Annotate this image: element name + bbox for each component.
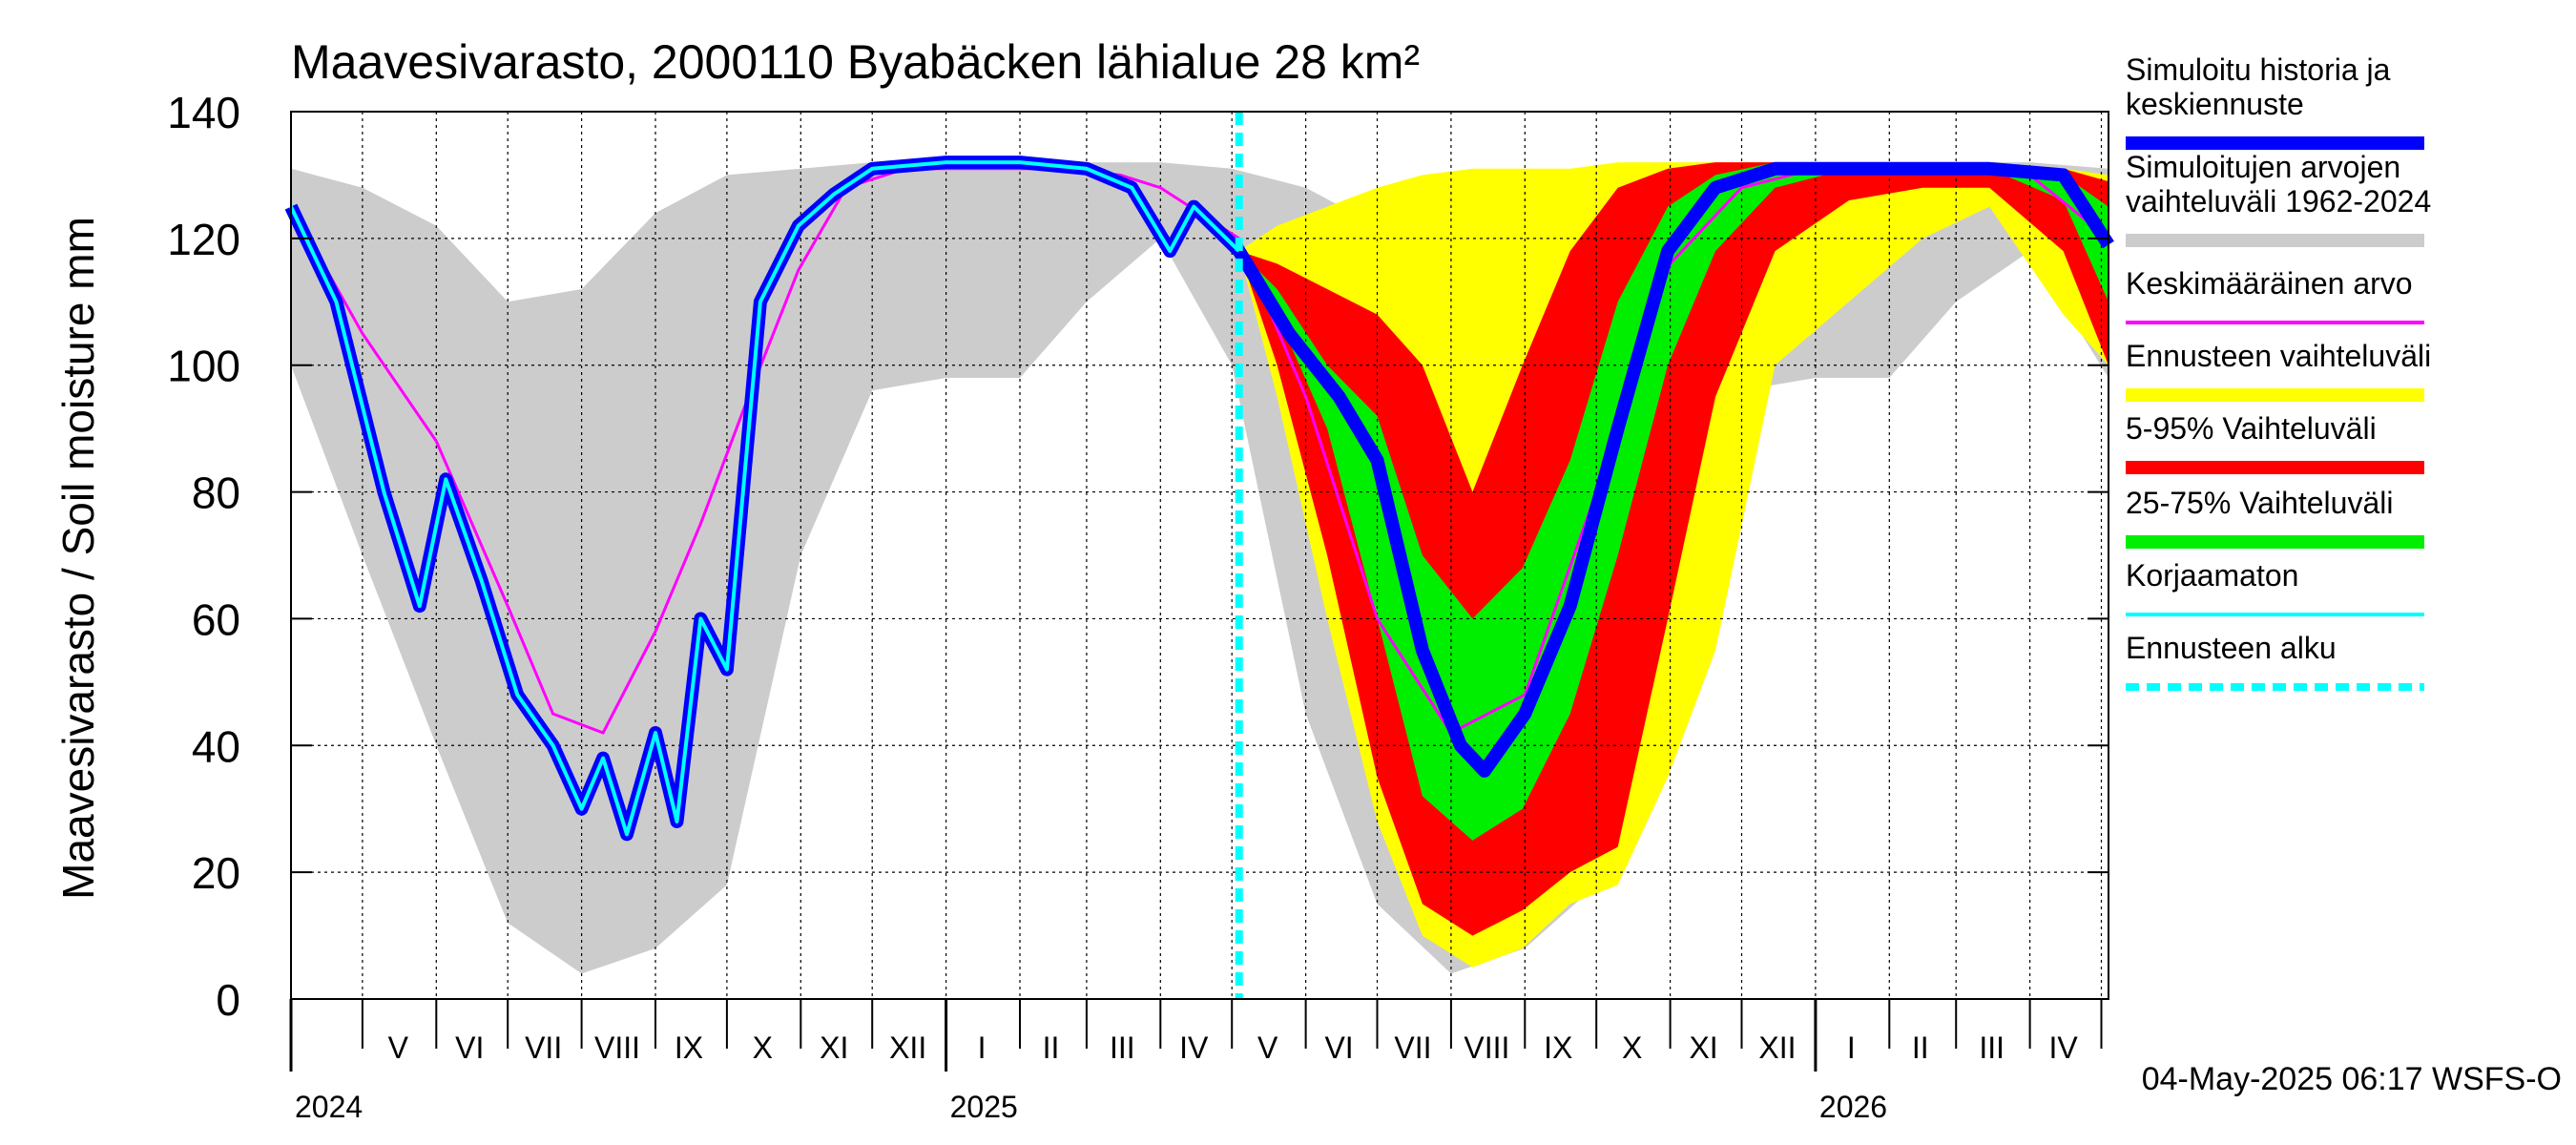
legend-label-4: 5-95% Vaihteluväli bbox=[2126, 411, 2377, 446]
month-label-1: VI bbox=[455, 1030, 484, 1065]
month-label-18: XI bbox=[1689, 1030, 1717, 1065]
month-label-10: III bbox=[1110, 1030, 1135, 1065]
legend-label-7: Ennusteen alku bbox=[2126, 631, 2337, 665]
y-tick-label-100: 100 bbox=[167, 342, 240, 391]
legend-label-1: Simuloitujen arvojen bbox=[2126, 150, 2400, 184]
chart-title: Maavesivarasto, 2000110 Byabäcken lähial… bbox=[291, 35, 1420, 89]
month-label-16: IX bbox=[1544, 1030, 1572, 1065]
legend-label-0: Simuloitu historia ja bbox=[2126, 52, 2391, 87]
month-label-12: V bbox=[1257, 1030, 1278, 1065]
y-tick-label-140: 140 bbox=[167, 88, 240, 137]
y-axis-label: Maavesivarasto / Soil moisture mm bbox=[53, 217, 103, 900]
month-label-13: VI bbox=[1324, 1030, 1353, 1065]
timestamp-label: 04-May-2025 06:17 WSFS-O bbox=[2142, 1061, 2562, 1097]
month-label-23: IV bbox=[2048, 1030, 2078, 1065]
month-label-4: IX bbox=[675, 1030, 703, 1065]
legend-label-6: Korjaamaton bbox=[2126, 558, 2298, 593]
y-tick-label-40: 40 bbox=[192, 721, 240, 771]
month-label-2: VII bbox=[525, 1030, 562, 1065]
year-label-2025: 2025 bbox=[950, 1090, 1018, 1124]
y-tick-label-120: 120 bbox=[167, 215, 240, 264]
y-axis-ticks: 0 20 40 60 80 100 120 140 bbox=[167, 88, 2109, 1025]
y-tick-label-60: 60 bbox=[192, 594, 240, 644]
month-label-14: VII bbox=[1394, 1030, 1431, 1065]
month-label-22: III bbox=[1979, 1030, 2005, 1065]
month-label-15: VIII bbox=[1464, 1030, 1509, 1065]
band-3 bbox=[1238, 162, 2109, 841]
y-tick-label-0: 0 bbox=[216, 975, 240, 1025]
month-label-7: XII bbox=[889, 1030, 926, 1065]
month-label-19: XII bbox=[1758, 1030, 1796, 1065]
month-label-0: V bbox=[388, 1030, 409, 1065]
legend-label-3: Ennusteen vaihteluväli bbox=[2126, 339, 2431, 373]
month-label-9: II bbox=[1043, 1030, 1060, 1065]
mean-line bbox=[289, 167, 2109, 735]
legend-label-0: keskiennuste bbox=[2126, 87, 2304, 121]
month-label-20: I bbox=[1847, 1030, 1856, 1065]
month-label-21: II bbox=[1912, 1030, 1929, 1065]
legend-label-1: vaihteluväli 1962-2024 bbox=[2126, 184, 2431, 219]
year-label-2024: 2024 bbox=[295, 1090, 363, 1124]
month-label-5: X bbox=[753, 1030, 773, 1065]
legend-label-2: Keskimääräinen arvo bbox=[2126, 266, 2413, 301]
plot-frame bbox=[290, 111, 2109, 1000]
y-tick-label-80: 80 bbox=[192, 468, 240, 518]
y-tick-label-20: 20 bbox=[192, 848, 240, 898]
month-label-8: I bbox=[978, 1030, 987, 1065]
uncorrected-line bbox=[289, 160, 1241, 837]
month-label-11: IV bbox=[1179, 1030, 1209, 1065]
year-label-2026: 2026 bbox=[1819, 1090, 1887, 1124]
plot-lines bbox=[284, 112, 2114, 999]
x-axis-months: V VI VII VIII IX X XI XII I II III IV V VI VII VIII IX X X… bbox=[289, 999, 2103, 1124]
month-label-6: XI bbox=[820, 1030, 848, 1065]
month-label-17: X bbox=[1622, 1030, 1642, 1065]
month-label-3: VIII bbox=[594, 1030, 640, 1065]
legend-label-5: 25-75% Vaihteluväli bbox=[2126, 486, 2393, 520]
